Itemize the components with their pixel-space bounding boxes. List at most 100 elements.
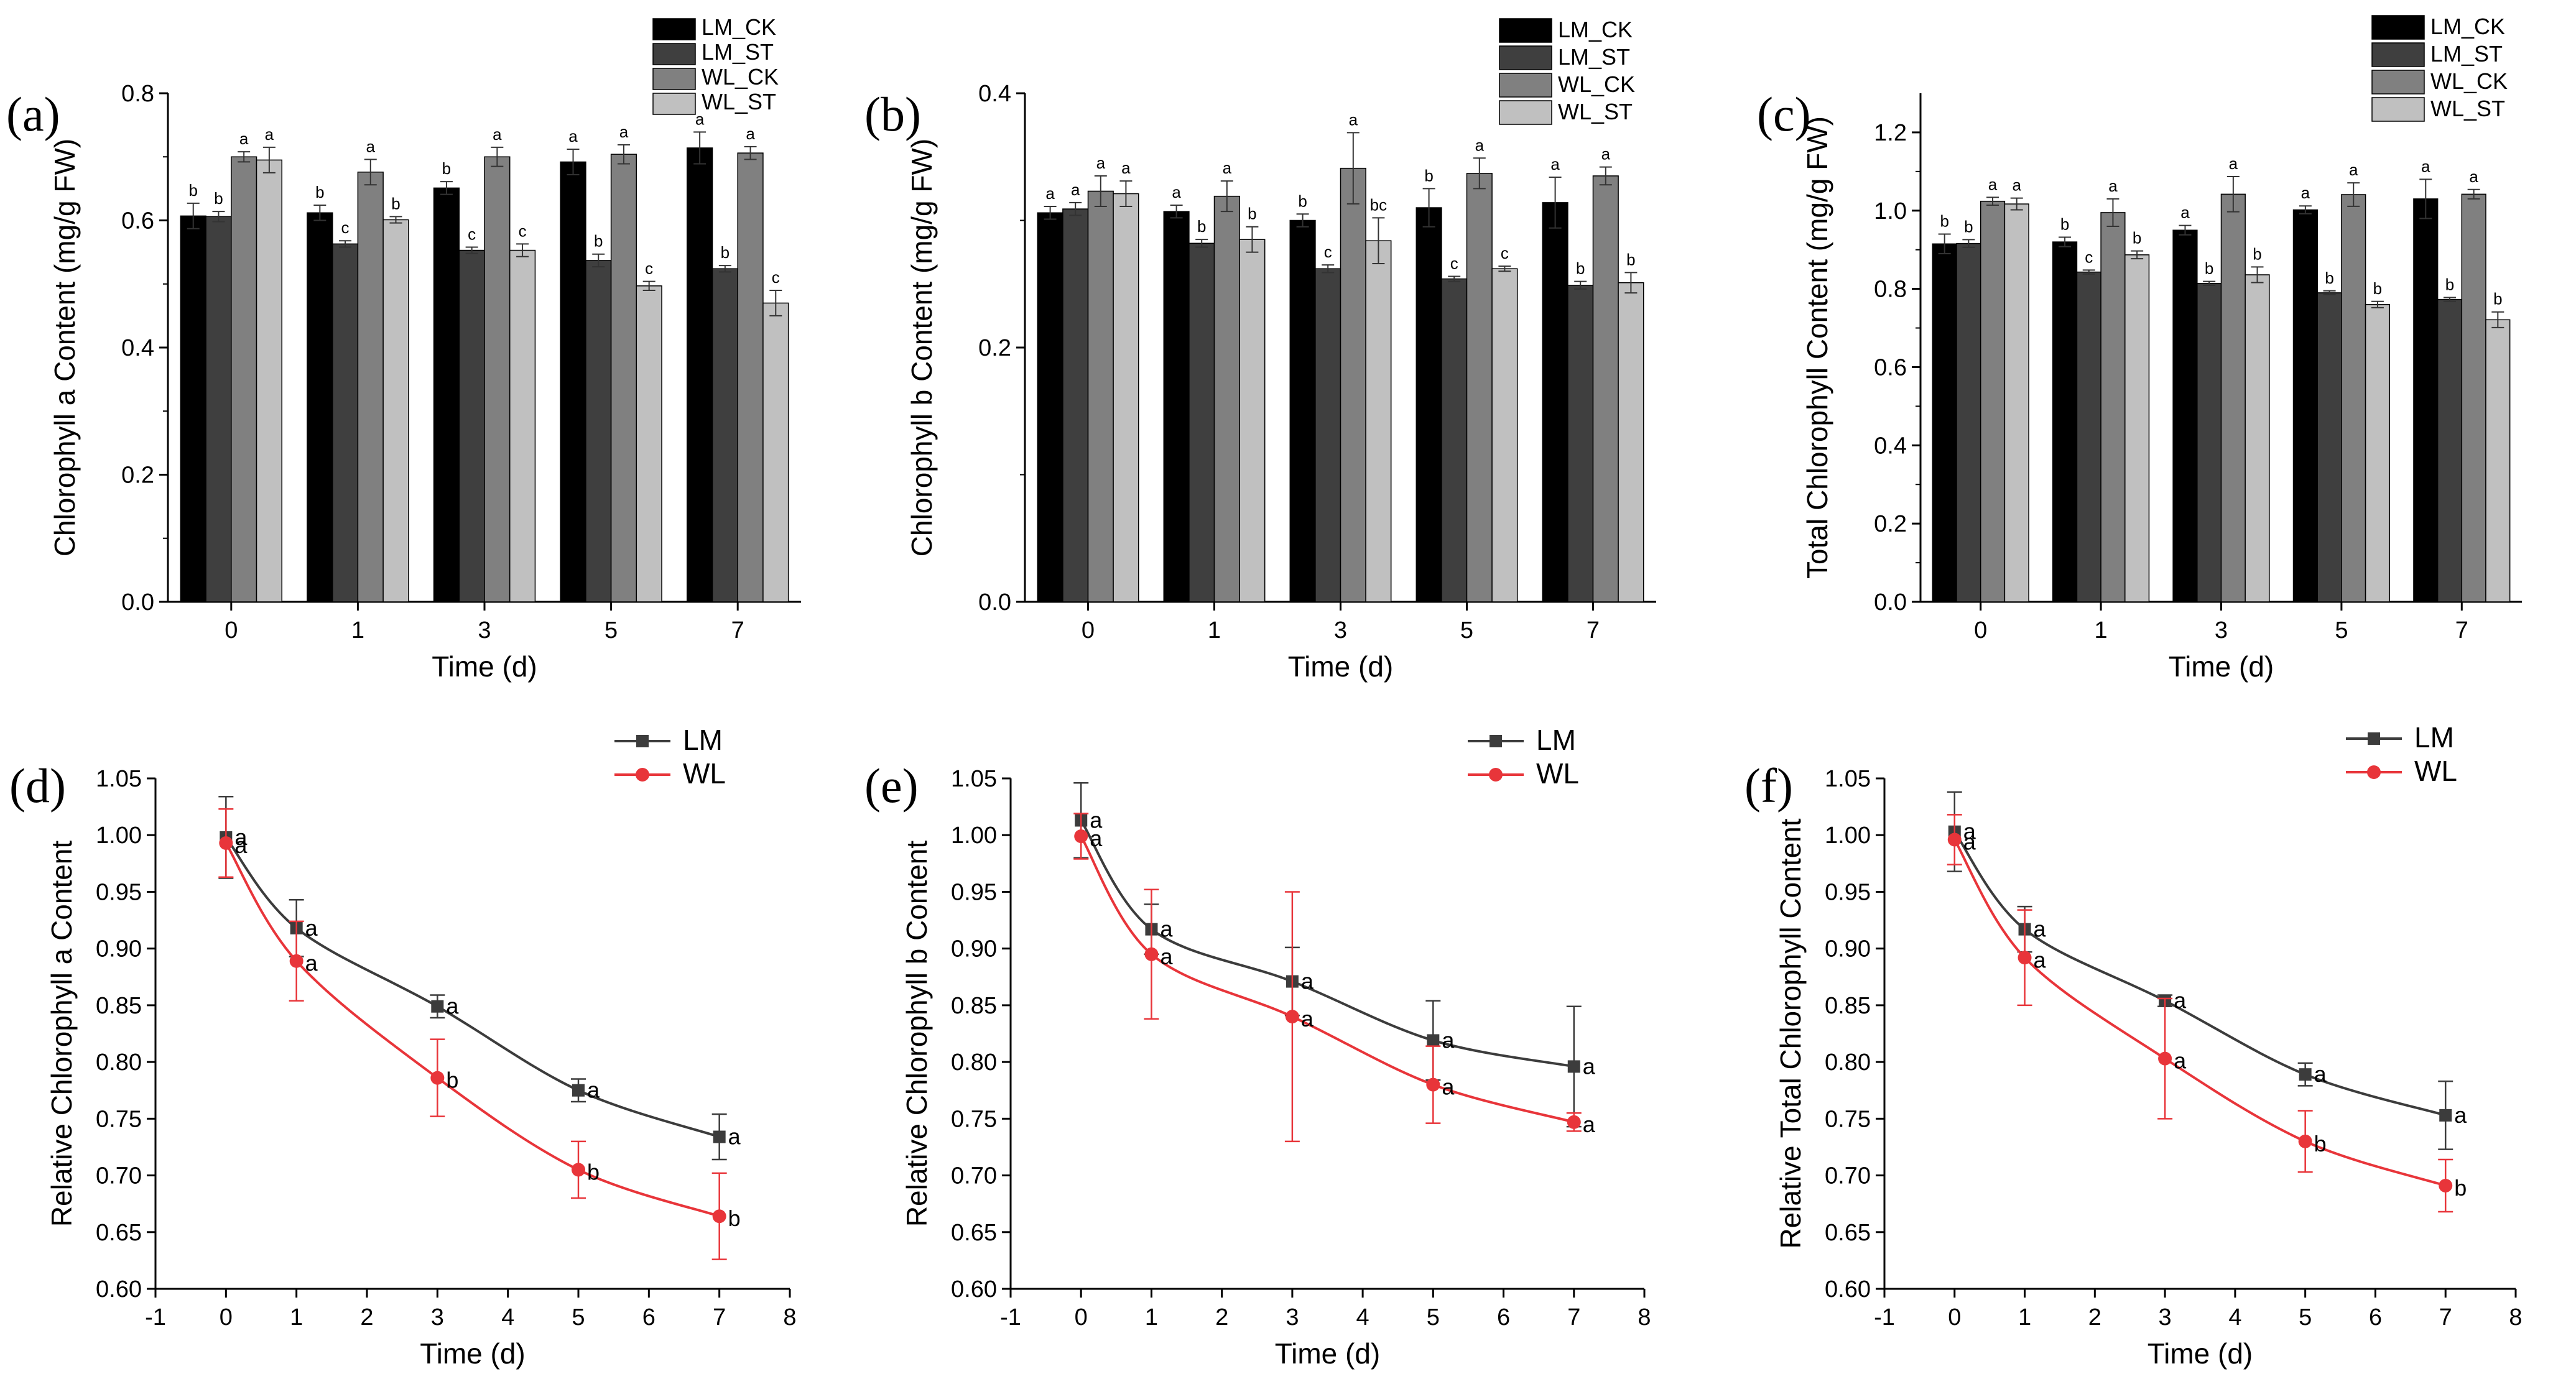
y-tick-label: 0.8 (121, 81, 154, 107)
significance-letter: a (1160, 944, 1173, 969)
y-tick-label: 0.4 (1874, 433, 1907, 459)
x-tick-label: 0 (1075, 1304, 1088, 1331)
data-point-lm (572, 1084, 585, 1097)
bar-lm-st (1567, 285, 1594, 602)
bar-wl-st (2124, 254, 2150, 602)
significance-letter: a (1475, 136, 1485, 154)
x-tick-label: 1 (290, 1304, 303, 1331)
bar-lm-ck (180, 215, 206, 602)
panel-label: (a) (6, 87, 60, 141)
y-axis-title: Chlorophyll b Content (mg/g FW) (906, 139, 938, 556)
significance-letter: b (2205, 259, 2213, 278)
bar-lm-ck (1289, 219, 1316, 602)
y-tick-label: 0.6 (121, 208, 154, 234)
significance-letter: b (214, 189, 223, 208)
bar-wl-ck (2100, 212, 2126, 602)
x-tick-label: 6 (1497, 1304, 1510, 1331)
significance-letter: a (239, 129, 249, 148)
x-tick-label: 2 (1215, 1304, 1228, 1331)
significance-letter: a (1160, 916, 1173, 942)
legend-marker (636, 735, 649, 747)
bar-wl-st (2004, 203, 2029, 602)
significance-letter: a (2034, 916, 2047, 942)
y-tick-label: 1.00 (96, 823, 142, 849)
y-tick-label: 1.2 (1874, 120, 1907, 146)
x-tick-label: 5 (572, 1304, 585, 1331)
significance-letter: a (2421, 157, 2430, 175)
panel-f: (f) 0.60 0.65 0.70 0.75 0.80 0.85 0.90 0.95 1.00 1… (1744, 721, 2523, 1370)
legend-swatch-lm-ck (652, 18, 696, 40)
y-axis-title: Relative Chlorophyll a Content (45, 841, 78, 1227)
y-tick-label: 0.8 (1874, 277, 1907, 303)
x-tick-label: 0 (1082, 617, 1095, 643)
legend-marker (2368, 732, 2380, 745)
x-tick-label: 3 (2215, 617, 2228, 643)
y-tick-label: 0.95 (951, 879, 997, 905)
x-tick-label: 8 (1638, 1304, 1651, 1331)
y-tick-label: 0.4 (121, 335, 154, 361)
data-point-wl (1567, 1115, 1581, 1129)
bar-wl-st (1491, 268, 1518, 602)
bar-lm-st (2437, 298, 2463, 602)
legend-marker (636, 768, 649, 782)
y-tick-label: 0.70 (951, 1163, 997, 1189)
bar-lm-st (1956, 242, 1981, 602)
y-tick-label: 1.00 (951, 823, 997, 849)
y-tick-label: 1.05 (1825, 766, 1871, 792)
data-point-wl (430, 1071, 445, 1085)
data-point-lm (713, 1130, 726, 1143)
significance-letter: a (1583, 1053, 1596, 1079)
significance-letter: b (1626, 250, 1635, 269)
x-tick-label: -1 (145, 1304, 166, 1331)
y-tick-label: 0.70 (96, 1163, 142, 1189)
bar-wl-ck (1087, 190, 1114, 602)
significance-letter: a (1301, 969, 1314, 994)
legend-swatch-wl-ck (2371, 70, 2425, 95)
significance-letter: a (1071, 180, 1080, 199)
x-tick-label: 7 (713, 1304, 726, 1331)
bar-wl-ck (1340, 167, 1366, 602)
data-point-wl (2439, 1178, 2453, 1192)
legend-marker (1489, 768, 1503, 782)
x-axis-title: Time (d) (2169, 650, 2274, 683)
panel-label: (b) (864, 87, 921, 141)
x-tick-label: 1 (351, 617, 364, 643)
data-point-lm (431, 1000, 444, 1013)
bar-lm-ck (1542, 202, 1568, 602)
legend-swatch-wl-st (2371, 97, 2425, 122)
significance-letter: b (2325, 269, 2333, 287)
x-tick-label: 0 (1948, 1304, 1961, 1331)
x-axis-title: Time (d) (420, 1337, 526, 1370)
bar-lm-st (458, 249, 485, 602)
x-tick-label: 7 (2455, 617, 2468, 643)
significance-letter: a (2349, 160, 2358, 179)
significance-letter: a (2012, 176, 2021, 195)
significance-letter: a (1096, 154, 1106, 172)
legend-label: LM_ST (1558, 44, 1630, 70)
data-point-wl (289, 954, 303, 968)
significance-letter: a (305, 951, 318, 976)
significance-letter: a (234, 824, 248, 850)
y-tick-label: 0.6 (1874, 354, 1907, 380)
bar-wl-st (2245, 274, 2270, 602)
bar-wl-ck (357, 172, 384, 602)
data-point-wl (2018, 951, 2032, 965)
bar-lm-ck (2052, 241, 2078, 602)
legend-swatch-lm-ck (2371, 15, 2425, 40)
y-tick-label: 0.65 (951, 1220, 997, 1246)
x-tick-label: 3 (1334, 617, 1347, 643)
y-axis-title: Relative Chlorophyll b Content (901, 841, 933, 1227)
bar-wl-st (509, 249, 536, 602)
significance-letter: a (1172, 183, 1181, 201)
legend-label: WL_ST (702, 89, 776, 114)
x-tick-label: 1 (1145, 1304, 1158, 1331)
bar-wl-st (636, 285, 662, 602)
bar-wl-ck (231, 156, 257, 602)
significance-letter: b (1298, 191, 1307, 210)
series-line-lm (1953, 831, 2446, 1117)
x-axis-title: Time (d) (1288, 650, 1394, 683)
data-point-lm (2299, 1068, 2312, 1081)
data-point-lm (1567, 1060, 1580, 1073)
bar-wl-ck (610, 154, 637, 602)
